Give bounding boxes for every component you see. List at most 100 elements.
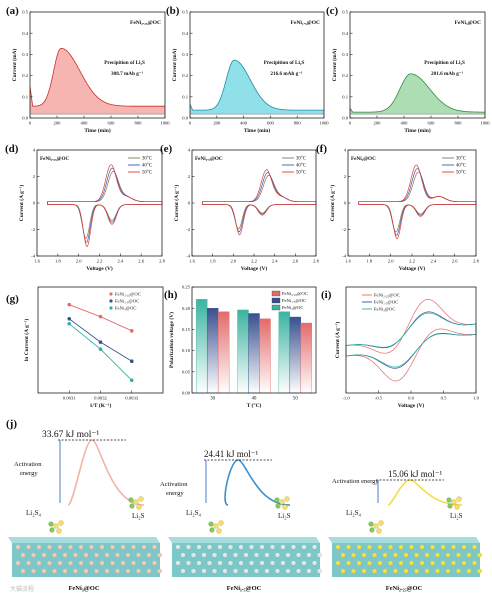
activation-label: Activation energy — [332, 478, 379, 485]
row2-xtick-label: 2.8 — [313, 259, 319, 264]
catalyst-atom — [259, 544, 265, 550]
legend-label: 50°C — [142, 171, 152, 176]
molecule-atom — [376, 528, 382, 534]
row1-ytick-label: 0.5 — [342, 10, 348, 15]
plot-frame — [29, 11, 166, 119]
row2-xtick-label: 2.6 — [138, 259, 144, 264]
catalyst-atom — [275, 568, 280, 574]
legend-swatch — [271, 290, 281, 297]
catalyst-atom — [217, 560, 223, 566]
data-point — [129, 378, 134, 383]
row1-xtick-label: 400 — [401, 121, 409, 126]
catalyst-atom — [41, 552, 47, 558]
catalyst-atom — [36, 560, 42, 566]
row2-xtick-label: 2.2 — [251, 259, 257, 264]
row1-ytick-label: 0.2 — [342, 73, 348, 78]
catalyst-atom — [361, 568, 367, 574]
catalyst-atom — [73, 568, 78, 574]
catalyst-atom — [317, 568, 322, 574]
sample-label: FeNi₁.₅@OC — [195, 156, 223, 162]
row1-xtick-label: 1000 — [319, 121, 329, 126]
panel-letter: (e) — [160, 143, 173, 155]
catalyst-label: FeNi₁.₅@OC — [227, 585, 262, 592]
catalyst-atom — [201, 568, 207, 574]
deposition-curve — [29, 47, 165, 107]
catalyst-atom — [393, 552, 398, 558]
row1-ytick-label: 0.1 — [182, 94, 188, 99]
h-ytick-label: 0.10 — [182, 348, 191, 353]
molecule-atom — [451, 499, 457, 505]
energy-label: energy — [166, 490, 184, 497]
molecule-atom — [213, 523, 219, 529]
h-xtick-label: 50 — [293, 397, 298, 402]
catalyst-atom — [212, 568, 217, 574]
panel-letter: (a) — [6, 5, 19, 17]
catalyst-atom — [259, 560, 265, 566]
row1-ytick-label: 0.1 — [342, 94, 348, 99]
data-point — [129, 329, 134, 333]
catalyst-atom — [83, 552, 89, 558]
catalyst-atom — [186, 544, 191, 550]
panel-letter: (b) — [166, 5, 180, 17]
catalyst-atom — [270, 544, 275, 550]
precipitation-label: Precipition of Li₂S — [264, 60, 305, 66]
panel-g: 0.0031 0.0032 0.0033 1/T (K⁻¹) ln Current (A… — [6, 286, 164, 409]
catalyst-atom — [409, 544, 414, 550]
row2-xtick-label: 2.0 — [388, 259, 394, 264]
reactant-label: Li₂S₄ — [346, 509, 362, 517]
row2-xtick-label: 2.4 — [272, 259, 278, 264]
catalyst-atom — [141, 544, 147, 550]
row2-xtick-label: 1.6 — [189, 259, 195, 264]
catalyst-atom — [222, 552, 228, 558]
catalyst-atom — [291, 560, 296, 566]
bar-40-2 — [259, 318, 271, 394]
catalyst-atom — [233, 568, 238, 574]
molecule-atom — [209, 527, 215, 533]
catalyst-atom — [306, 568, 312, 574]
catalyst-atom — [110, 560, 115, 566]
data-point — [98, 340, 103, 344]
molecule-atom — [218, 520, 224, 526]
catalyst-atom — [20, 552, 26, 558]
catalyst-atom — [136, 552, 141, 558]
reactant-label: Li₂S₄ — [186, 509, 202, 517]
row2-ytick-label: 4 — [188, 148, 191, 153]
molecule-atom — [136, 504, 142, 510]
row1-ytick-label: 0.3 — [342, 52, 348, 57]
row2-xtick-label: 2.0 — [230, 259, 236, 264]
catalyst-atom — [477, 552, 482, 558]
plot-frame — [189, 11, 325, 119]
catalyst-atom — [430, 544, 435, 550]
catalyst-atom — [78, 544, 84, 550]
molecule-atom — [275, 503, 281, 509]
i-xtick-label: 1.0 — [473, 396, 479, 401]
row2-xtick-label: 2.4 — [430, 259, 436, 264]
catalyst-atom — [120, 560, 126, 566]
molecule-atom — [133, 499, 139, 505]
catalyst-atom — [254, 568, 259, 574]
row1-xtick-label: 200 — [54, 121, 62, 126]
catalyst-atom — [461, 544, 467, 550]
product-label: Li₂S — [278, 512, 291, 520]
panel-h: 30 40 50 0.00 0.05 0.10 0.15 0.20 0.25 T (°C) Pola… — [164, 285, 317, 409]
catalyst-atom — [340, 568, 346, 574]
catalyst-atom — [466, 568, 472, 574]
catalyst-atom — [456, 568, 461, 574]
sample-label: FeNi₃@OC — [351, 156, 376, 162]
catalyst-atom — [445, 568, 451, 574]
catalyst-atom — [388, 560, 393, 566]
catalyst-atom — [115, 568, 120, 574]
catalyst-atom — [222, 568, 228, 574]
legend-label: FeNi₂.₂₅@OC — [282, 291, 308, 296]
panel-letter: (f) — [316, 143, 327, 155]
panel-d: 1.6 1.8 2.0 2.2 2.4 2.6 2.8 -4 -2 0 2 4 Voltage (V) C… — [5, 143, 166, 272]
catalyst-atom — [146, 568, 152, 574]
y-axis-label: Current (mA) — [171, 48, 178, 81]
deposition-area — [30, 48, 165, 115]
x-axis-label: Time (min) — [244, 127, 270, 134]
row1-ytick-label: 0.4 — [182, 31, 188, 36]
x-axis-label: T (°C) — [247, 402, 262, 409]
catalyst-atom — [435, 552, 440, 558]
bar-50-2 — [300, 322, 313, 394]
catalyst-atom — [317, 552, 322, 558]
